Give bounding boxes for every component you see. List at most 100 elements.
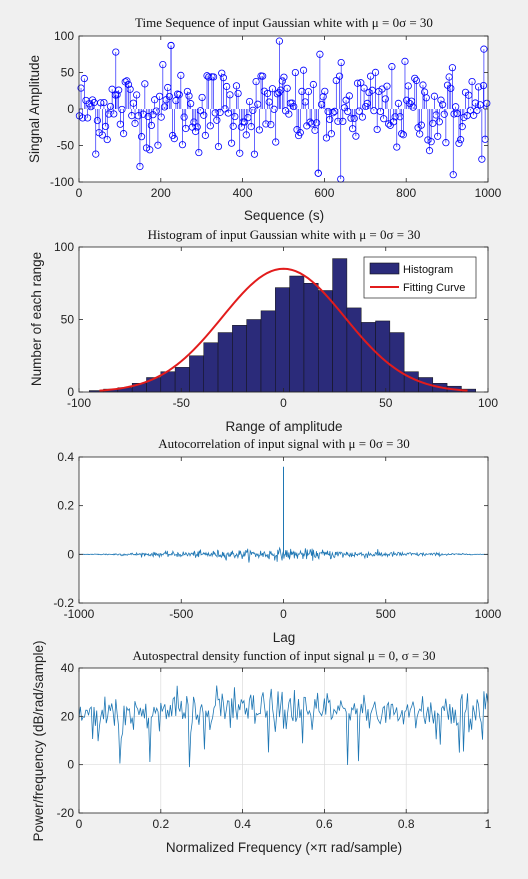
x-tick-label: 1000	[475, 607, 502, 621]
panel3-title: Autocorrelation of input signal with μ =…	[158, 436, 409, 451]
stem-marker	[193, 123, 201, 131]
histogram-bar	[289, 275, 305, 393]
stem-marker	[416, 130, 424, 138]
histogram-bar	[217, 332, 233, 393]
stem-marker	[123, 77, 131, 85]
stem-marker	[357, 79, 365, 87]
stem-marker	[206, 122, 214, 130]
stem-marker	[358, 113, 367, 121]
stem-marker	[468, 77, 476, 86]
stem-marker	[187, 100, 195, 108]
x-tick-label: 50	[379, 396, 393, 410]
stem-marker	[115, 86, 123, 94]
x-tick-label: 500	[376, 607, 396, 621]
stem-marker	[245, 97, 254, 106]
stem-marker	[350, 114, 358, 123]
stem-marker	[373, 125, 381, 134]
stem-marker	[249, 106, 257, 114]
stem-marker	[316, 50, 324, 58]
stem-marker	[219, 74, 227, 82]
stem-marker	[473, 106, 481, 115]
y-tick-label: -50	[57, 139, 75, 153]
panel2-ylabel: Number of each range	[29, 252, 44, 386]
panel2-xlabel: Range of amplitude	[225, 419, 342, 434]
stem-marker	[452, 103, 460, 111]
stem-marker	[165, 92, 173, 101]
stem-marker	[422, 94, 430, 102]
stem-marker	[439, 101, 447, 109]
stem-marker	[430, 92, 439, 100]
stem-marker	[367, 72, 375, 80]
fitting-curve	[99, 267, 468, 392]
panel-time-sequence: Time Sequence of input Gaussian white wi…	[27, 15, 502, 223]
x-tick-label: 400	[233, 186, 253, 200]
stem-marker	[434, 132, 442, 140]
stem-marker	[226, 91, 234, 99]
x-tick-label: 800	[396, 186, 416, 200]
stem-marker	[411, 74, 419, 82]
stem-marker	[326, 115, 334, 124]
y-tick-label: 0	[67, 758, 74, 772]
stem-marker	[319, 93, 327, 101]
stem-marker	[223, 82, 231, 91]
stem-marker	[267, 120, 275, 129]
panel3-marks	[79, 466, 488, 563]
stem-marker	[213, 116, 221, 124]
panel-histogram: Histogram of input Gaussian white with μ…	[29, 227, 498, 434]
panel4-marks	[78, 685, 489, 768]
stem-marker	[112, 48, 120, 56]
stem-marker	[391, 113, 399, 121]
legend-label-histogram: Histogram	[403, 264, 453, 276]
stem-marker	[275, 37, 284, 45]
stem-marker	[200, 111, 208, 119]
stem-marker	[437, 96, 445, 104]
stem-marker	[216, 108, 224, 116]
panel-autospectral-density: Autospectral density function of input s…	[31, 640, 492, 855]
stem-marker	[263, 89, 272, 98]
stem-marker	[170, 134, 178, 143]
stem-marker	[157, 113, 165, 121]
histogram-bar	[318, 290, 333, 393]
stem-marker	[227, 139, 236, 147]
stem-marker	[252, 77, 260, 86]
stem-marker	[177, 71, 185, 79]
x-tick-label: 0	[280, 396, 287, 410]
stem-marker	[154, 141, 162, 149]
y-tick-label: 0	[67, 385, 74, 399]
histogram-bar	[389, 332, 405, 393]
stem-marker	[429, 119, 437, 127]
stem-marker	[447, 84, 455, 92]
x-tick-label: 100	[478, 396, 498, 410]
stem-marker	[458, 123, 466, 131]
stem-marker	[394, 99, 403, 107]
stem-marker	[229, 122, 237, 130]
stem-marker	[79, 114, 87, 122]
stem-marker	[201, 131, 209, 139]
stem-marker	[290, 102, 298, 111]
stem-marker	[218, 69, 226, 77]
stem-marker	[214, 142, 223, 151]
stem-marker	[470, 111, 478, 119]
stem-marker	[296, 129, 304, 137]
stem-marker	[393, 143, 401, 151]
stem-marker	[180, 113, 188, 121]
stem-marker	[137, 133, 146, 141]
stem-marker	[103, 135, 111, 144]
panel1-xlabel: Sequence (s)	[244, 208, 324, 223]
stem-marker	[124, 80, 133, 89]
stem-marker	[371, 68, 380, 76]
stem-marker	[321, 87, 329, 95]
stem-marker	[133, 91, 141, 99]
stem-marker	[334, 117, 342, 125]
stem-marker	[450, 110, 458, 118]
stem-marker	[455, 139, 463, 147]
psd-line	[78, 685, 489, 768]
stem-marker	[236, 149, 244, 157]
stem-marker	[93, 116, 102, 125]
stem-marker	[110, 110, 118, 118]
stem-marker	[183, 87, 191, 96]
stem-marker	[285, 110, 293, 118]
histogram-bar	[246, 319, 262, 393]
panel1-title: Time Sequence of input Gaussian white wi…	[135, 15, 433, 30]
stem-marker	[299, 66, 308, 74]
